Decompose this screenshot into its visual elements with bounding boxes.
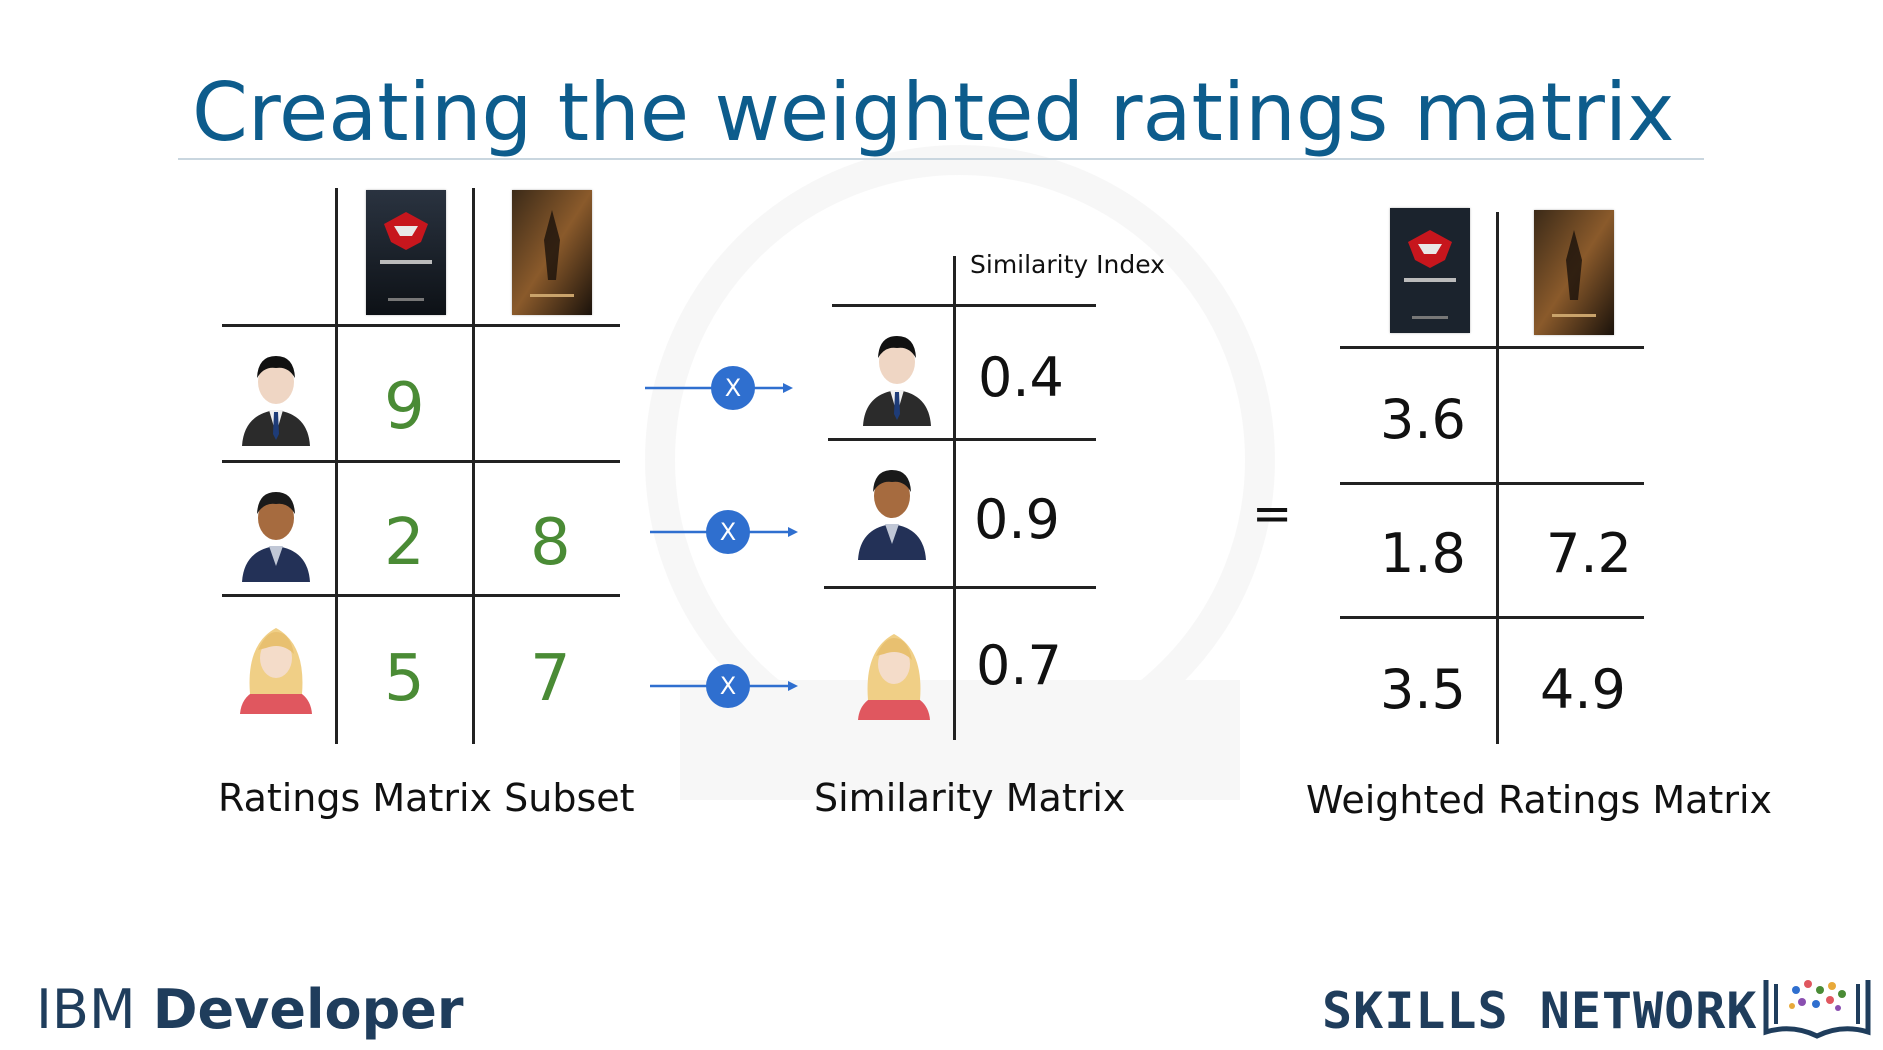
ibm-developer-logo: IBM Developer (36, 978, 464, 1041)
developer-logo-text: Developer (152, 978, 464, 1041)
multiply-label: X (720, 518, 736, 546)
ratings-grid-vline-1 (335, 188, 338, 744)
slide-title: Creating the weighted ratings matrix (192, 66, 1675, 159)
batman-begins-poster (1534, 210, 1614, 335)
weighted-grid-hline-3 (1340, 616, 1644, 619)
background-watermark (645, 145, 1275, 800)
similarity-grid-vline (953, 256, 956, 740)
rating-value: 7 (530, 642, 571, 716)
batman-begins-poster (512, 190, 592, 315)
weighted-grid-hline-1 (1340, 346, 1644, 349)
ratings-grid-hline-2 (222, 460, 620, 463)
ratings-grid-hline-3 (222, 594, 620, 597)
ratings-grid-vline-2 (472, 188, 475, 744)
multiply-operator-arrow: X (650, 510, 798, 554)
batman-v-superman-poster (1390, 208, 1470, 333)
weighted-ratings-matrix-caption: Weighted Ratings Matrix (1306, 778, 1773, 822)
skills-network-logo-text: SKILLS NETWORK (1322, 982, 1758, 1040)
multiply-label: X (725, 374, 741, 402)
man-dark-skin-avatar (242, 492, 310, 582)
multiply-label: X (720, 672, 736, 700)
similarity-grid-hline-2 (828, 438, 1096, 441)
man-dark-skin-avatar (858, 470, 926, 560)
similarity-value: 0.7 (976, 634, 1062, 697)
woman-blonde-avatar (240, 628, 312, 714)
title-divider (178, 158, 1704, 160)
similarity-value: 0.9 (974, 488, 1060, 551)
similarity-grid-hline-1 (832, 304, 1096, 307)
ibm-logo-text: IBM (36, 978, 153, 1041)
similarity-index-header: Similarity Index (970, 250, 1165, 279)
batman-v-superman-poster (366, 190, 446, 315)
ratings-matrix-caption: Ratings Matrix Subset (218, 776, 635, 820)
similarity-matrix-caption: Similarity Matrix (814, 776, 1126, 820)
weighted-value: 4.9 (1540, 658, 1626, 721)
rating-value: 8 (530, 506, 571, 580)
ratings-grid-hline-1 (222, 324, 620, 327)
skills-network-book-icon (1763, 980, 1871, 1039)
equals-sign: = (1252, 486, 1293, 542)
man-in-suit-avatar (242, 356, 310, 446)
rating-value: 2 (384, 506, 425, 580)
similarity-grid-hline-3 (824, 586, 1096, 589)
weighted-grid-hline-2 (1340, 482, 1644, 485)
multiply-operator-arrow: X (645, 366, 793, 410)
weighted-grid-vline (1496, 212, 1499, 744)
multiply-operator-arrow: X (650, 664, 798, 708)
weighted-value: 3.6 (1380, 388, 1466, 451)
weighted-value: 1.8 (1380, 522, 1466, 585)
similarity-value: 0.4 (978, 346, 1064, 409)
weighted-value: 7.2 (1546, 522, 1632, 585)
rating-value: 5 (384, 642, 425, 716)
rating-value: 9 (384, 370, 425, 444)
woman-blonde-avatar (858, 634, 930, 720)
man-in-suit-avatar (863, 336, 931, 426)
weighted-value: 3.5 (1380, 658, 1466, 721)
